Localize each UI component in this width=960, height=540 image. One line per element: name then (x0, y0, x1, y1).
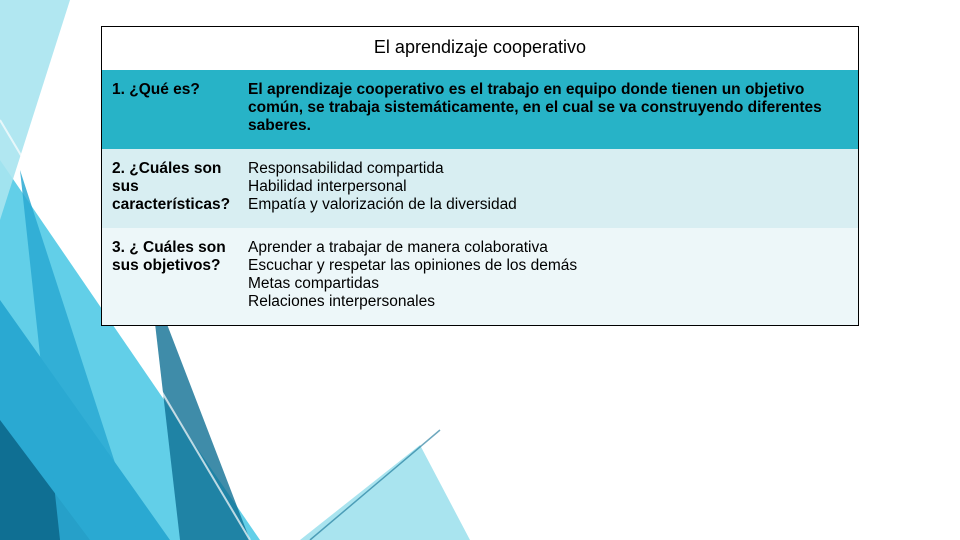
table-title: El aprendizaje cooperativo (102, 27, 858, 70)
answer-line: Aprender a trabajar de manera colaborati… (248, 239, 844, 257)
table-row: 2. ¿Cuáles son sus características? Resp… (102, 149, 858, 228)
answer-line: Relaciones interpersonales (248, 293, 844, 311)
question-cell: 3. ¿ Cuáles son sus objetivos? (102, 229, 242, 325)
answer-cell: Responsabilidad compartida Habilidad int… (242, 150, 858, 228)
content-table: El aprendizaje cooperativo 1. ¿Qué es? E… (101, 26, 859, 326)
answer-line: Habilidad interpersonal (248, 178, 844, 196)
table-row: 1. ¿Qué es? El aprendizaje cooperativo e… (102, 70, 858, 149)
table-row: 3. ¿ Cuáles son sus objetivos? Aprender … (102, 228, 858, 325)
answer-line: Escuchar y respetar las opiniones de los… (248, 257, 844, 275)
answer-cell: Aprender a trabajar de manera colaborati… (242, 229, 858, 325)
question-cell: 1. ¿Qué es? (102, 71, 242, 149)
answer-line: El aprendizaje cooperativo es el trabajo… (248, 81, 844, 135)
answer-line: Metas compartidas (248, 275, 844, 293)
answer-cell: El aprendizaje cooperativo es el trabajo… (242, 71, 858, 149)
answer-line: Empatía y valorización de la diversidad (248, 196, 844, 214)
question-cell: 2. ¿Cuáles son sus características? (102, 150, 242, 228)
answer-line: Responsabilidad compartida (248, 160, 844, 178)
